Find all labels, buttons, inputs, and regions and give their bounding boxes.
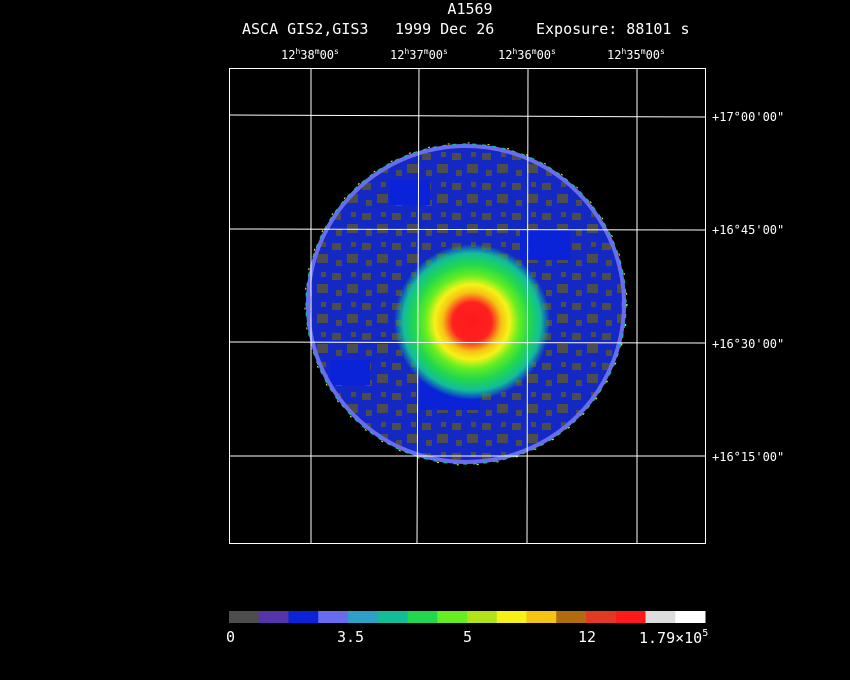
ra-tick-label: 12h36m00s (498, 47, 556, 62)
colorbar-swatch (645, 611, 676, 623)
ra-tick-label: 12h38m00s (281, 47, 339, 62)
colorbar-swatch (407, 611, 438, 623)
dec-tick-label: +16°30'00" (712, 337, 785, 351)
ra-tick-label: 12h37m00s (390, 47, 448, 62)
colorbar-label: 5 (463, 628, 473, 646)
colorbar-label: 3.5 (337, 628, 365, 646)
cluster-emission (394, 244, 550, 400)
colorbar-max-label: 1.79×105 (639, 628, 709, 647)
plot-frame (229, 68, 706, 544)
colorbar-label: 0 (226, 628, 236, 646)
colorbar-swatch (258, 611, 289, 623)
colorbar-label: 12 (578, 628, 597, 646)
colorbar-swatch (556, 611, 587, 623)
colorbar-swatch (675, 611, 706, 623)
instrument-label: ASCA GIS2,GIS3 (242, 20, 369, 38)
colorbar-swatch (467, 611, 498, 623)
observation-date: 1999 Dec 26 (395, 20, 495, 38)
colorbar-swatch (586, 611, 617, 623)
object-title: A1569 (447, 0, 493, 18)
colorbar (229, 611, 706, 623)
exposure-label: Exposure: 88101 s (536, 20, 690, 38)
colorbar-swatch (318, 611, 349, 623)
colorbar-swatch (526, 611, 557, 623)
colorbar-swatch (437, 611, 468, 623)
colorbar-swatch (496, 611, 527, 623)
dec-tick-label: +16°45'00" (712, 223, 785, 237)
dec-tick-label: +16°15'00" (712, 450, 785, 464)
colorbar-swatch (615, 611, 646, 623)
colorbar-swatch (348, 611, 379, 623)
colorbar-swatch (229, 611, 260, 623)
ra-tick-label: 12h35m00s (607, 47, 665, 62)
colorbar-swatch (377, 611, 408, 623)
dec-tick-label: +17°00'00" (712, 110, 785, 124)
colorbar-swatch (288, 611, 319, 623)
